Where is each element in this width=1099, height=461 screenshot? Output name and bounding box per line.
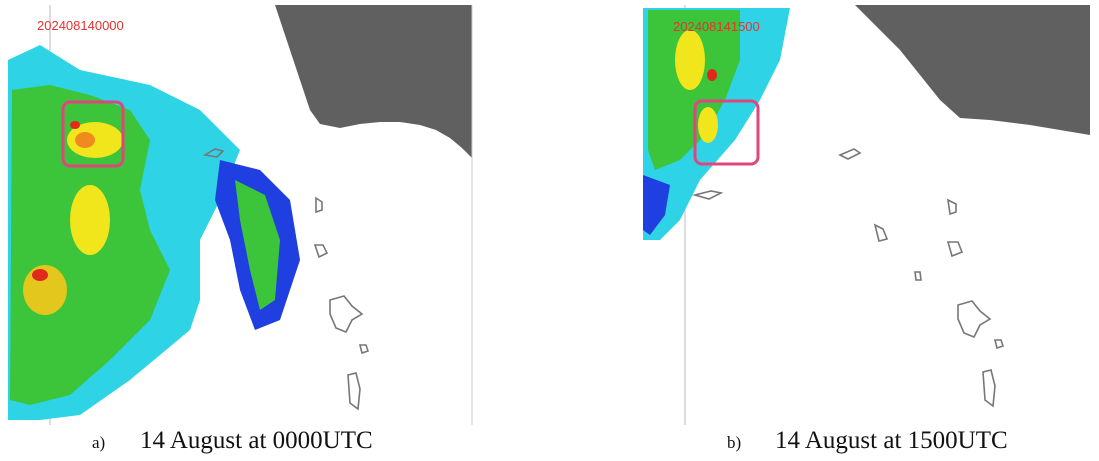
radar-orange [75,132,95,148]
panel-caption: 14 August at 1500UTC [775,427,1008,454]
island [982,369,996,408]
island [315,196,323,214]
panel-label: a) [92,433,105,452]
radar-yellow [675,30,705,90]
timestamp: 202408141500 [673,19,760,34]
panel-caption: 14 August at 0000UTC [140,427,373,454]
island [946,198,957,216]
timestamp: 202408140000 [37,18,124,33]
island [329,295,364,334]
island [914,271,922,281]
island [957,300,992,339]
island [873,223,889,242]
radar-red [70,121,80,129]
island [313,244,329,259]
radar-blue [643,175,670,235]
highlight-box [61,100,125,168]
island [838,148,862,160]
radar-yellow [698,107,718,143]
island [691,190,724,200]
island [202,148,225,158]
island [946,241,964,258]
island [993,339,1005,350]
panel-label: b) [727,433,741,452]
island [358,344,370,355]
radar-green-band [235,180,280,310]
no-coverage-area [275,5,472,158]
radar-panel-b: 202408141500 [643,5,1090,425]
radar-red [707,69,717,81]
no-coverage-area [855,5,1090,135]
radar-green [648,10,740,170]
radar-panel-a: 202408140000 [8,5,473,425]
radar-yellow [70,185,110,255]
highlight-box [693,99,760,166]
island [347,372,361,411]
radar-red [32,269,48,281]
